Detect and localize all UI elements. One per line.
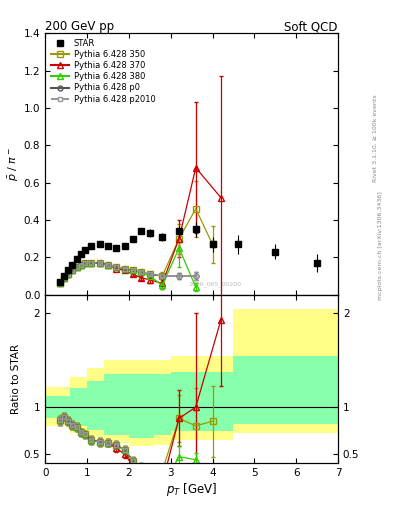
Text: 2006_065_00200: 2006_065_00200 [189, 281, 242, 287]
Text: 200 GeV pp: 200 GeV pp [45, 20, 114, 33]
Text: Rivet 3.1.10, ≥ 100k events: Rivet 3.1.10, ≥ 100k events [373, 94, 378, 182]
Text: mcplots.cern.ch [arXiv:1306.3436]: mcplots.cern.ch [arXiv:1306.3436] [378, 191, 383, 300]
Y-axis label: $\bar{p}$ / $\pi^-$: $\bar{p}$ / $\pi^-$ [7, 147, 21, 181]
Text: Soft QCD: Soft QCD [285, 20, 338, 33]
X-axis label: $p_T$ [GeV]: $p_T$ [GeV] [166, 481, 217, 498]
Y-axis label: Ratio to STAR: Ratio to STAR [11, 344, 21, 414]
Legend: STAR, Pythia 6.428 350, Pythia 6.428 370, Pythia 6.428 380, Pythia 6.428 p0, Pyt: STAR, Pythia 6.428 350, Pythia 6.428 370… [50, 37, 157, 105]
